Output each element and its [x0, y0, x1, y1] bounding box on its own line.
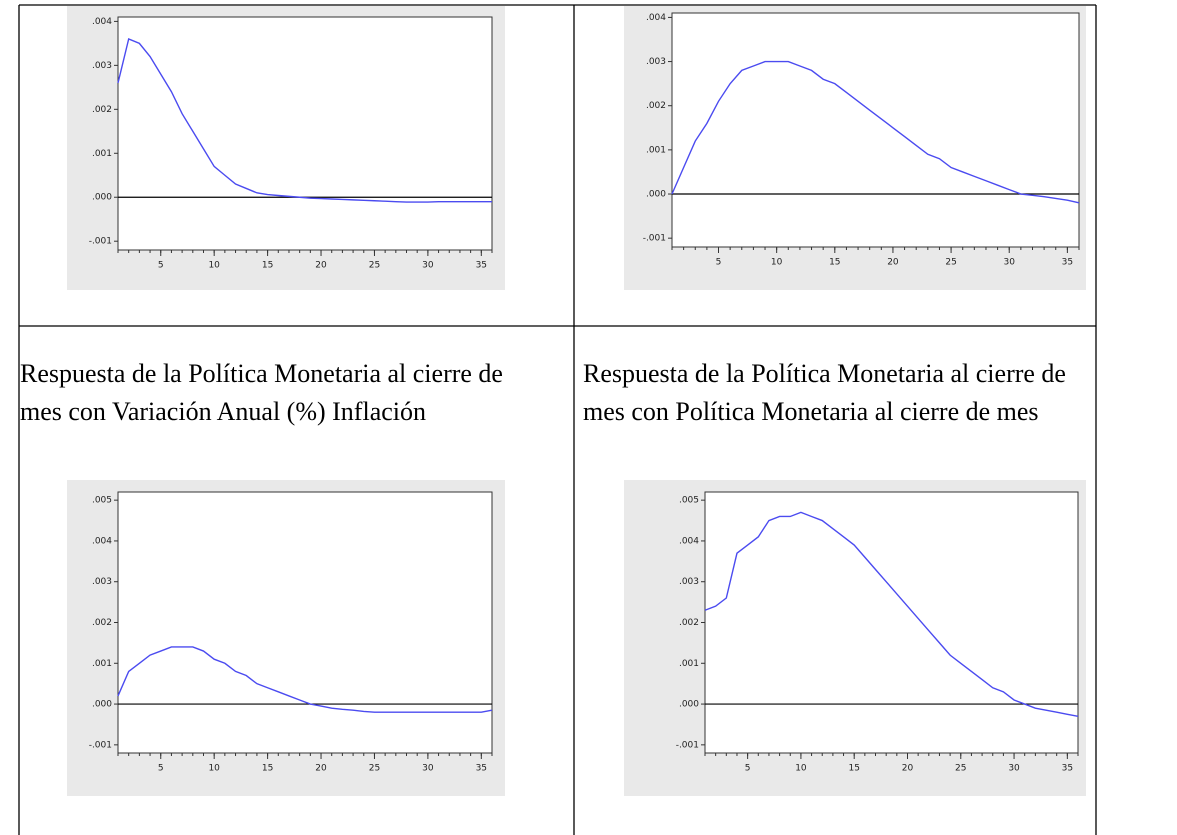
x-tick-label: 20 [315, 764, 327, 774]
y-tick-label: -.001 [89, 237, 112, 247]
y-tick-label: .003 [92, 577, 112, 587]
x-tick-label: 10 [771, 258, 783, 268]
x-tick-label: 25 [369, 261, 380, 271]
y-tick-label: .001 [679, 659, 699, 669]
y-tick-label: .001 [646, 145, 666, 155]
x-tick-label: 30 [422, 261, 434, 271]
x-tick-label: 20 [887, 258, 899, 268]
x-tick-label: 30 [422, 764, 434, 774]
x-tick-label: 25 [955, 764, 966, 774]
x-tick-label: 10 [208, 261, 220, 271]
plot-area [671, 12, 1080, 248]
response-line [671, 60, 1080, 204]
y-tick-label: .000 [679, 700, 699, 710]
x-tick-label: 20 [315, 261, 327, 271]
table-borders [18, 4, 1097, 835]
y-tick-label: .004 [646, 13, 666, 23]
y-tick-label: .002 [679, 618, 699, 628]
y-tick-label: .004 [679, 536, 699, 546]
x-tick-label: 5 [158, 764, 164, 774]
y-tick-label: .004 [92, 536, 112, 546]
x-tick-label: 35 [476, 261, 487, 271]
plot-area [704, 491, 1079, 754]
y-tick-label: .002 [92, 618, 112, 628]
y-tick-label: .002 [92, 105, 112, 115]
x-tick-label: 35 [1062, 764, 1073, 774]
x-tick-label: 35 [476, 764, 487, 774]
x-tick-label: 5 [716, 258, 722, 268]
y-tick-label: .002 [646, 101, 666, 111]
x-tick-label: 15 [829, 258, 840, 268]
x-tick-label: 15 [262, 764, 273, 774]
y-tick-label: .001 [92, 659, 112, 669]
response-line [117, 646, 493, 713]
cell-caption: Respuesta de la Política Monetaria al ci… [583, 359, 1066, 426]
response-line [704, 511, 1079, 717]
x-tick-label: 15 [848, 764, 859, 774]
x-tick-label: 25 [369, 764, 380, 774]
plot-area [117, 491, 493, 754]
y-tick-label: .003 [679, 577, 699, 587]
x-tick-label: 35 [1062, 258, 1073, 268]
x-tick-label: 30 [1008, 764, 1020, 774]
y-tick-label: -.001 [676, 740, 699, 750]
y-tick-label: .003 [92, 61, 112, 71]
x-tick-label: 30 [1004, 258, 1016, 268]
y-tick-label: -.001 [643, 234, 666, 244]
y-tick-label: .005 [92, 496, 112, 506]
response-line [117, 38, 492, 203]
y-tick-label: .004 [92, 17, 112, 27]
cell-caption: Respuesta de la Política Monetaria al ci… [20, 359, 503, 426]
x-tick-label: 15 [262, 261, 273, 271]
x-tick-label: 5 [745, 764, 751, 774]
y-tick-label: .000 [92, 193, 112, 203]
y-tick-label: .000 [646, 190, 666, 200]
y-tick-label: .005 [679, 496, 699, 506]
y-tick-label: .000 [92, 700, 112, 710]
y-tick-label: .003 [646, 57, 666, 67]
x-tick-label: 10 [208, 764, 220, 774]
x-tick-label: 10 [795, 764, 807, 774]
y-tick-label: -.001 [89, 740, 112, 750]
plot-area [117, 16, 493, 251]
x-tick-label: 20 [902, 764, 914, 774]
x-tick-label: 25 [945, 258, 956, 268]
y-tick-label: .001 [92, 149, 112, 159]
x-tick-label: 5 [158, 261, 164, 271]
